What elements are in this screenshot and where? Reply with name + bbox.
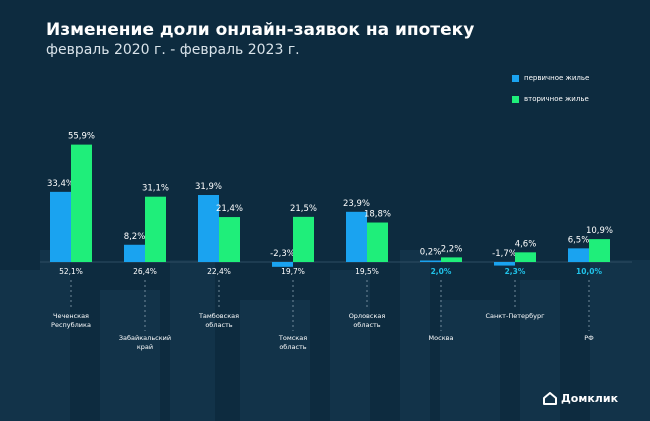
bar-secondary-0: [71, 144, 92, 262]
data-label-secondary-3: 21,5%: [290, 204, 317, 214]
data-label-primary-2: 31,9%: [195, 182, 222, 192]
legend-label-primary: первичное жилье: [524, 74, 590, 82]
legend-label-secondary: вторичное жилье: [524, 95, 589, 103]
category-label-2-1: область: [205, 321, 232, 329]
total-label-7: 10,0%: [576, 267, 603, 276]
data-label-primary-6: -1,7%: [492, 249, 517, 259]
bar-secondary-2: [219, 217, 240, 262]
bar-primary-5: [420, 260, 441, 262]
data-label-primary-3: -2,3%: [270, 249, 295, 259]
bar-primary-6: [494, 262, 515, 266]
total-label-5: 2,0%: [431, 267, 452, 276]
legend-item-primary: первичное жилье: [512, 72, 589, 84]
bar-secondary-3: [293, 216, 314, 262]
bar-primary-3: [272, 262, 293, 267]
bar-primary-4: [346, 211, 367, 262]
total-label-0: 52,1%: [59, 267, 83, 276]
category-label-5-0: Москва: [429, 334, 454, 342]
data-label-secondary-6: 4,6%: [515, 239, 537, 249]
category-label-3-1: область: [279, 343, 306, 351]
bar-secondary-4: [367, 222, 388, 262]
data-label-primary-4: 23,9%: [343, 199, 370, 209]
bar-primary-1: [124, 244, 145, 262]
data-label-secondary-1: 31,1%: [142, 184, 169, 194]
data-label-primary-7: 6,5%: [568, 235, 590, 245]
logo-text: Домклик: [561, 392, 619, 405]
data-label-secondary-5: 2,2%: [441, 244, 463, 254]
data-label-secondary-0: 55,9%: [68, 132, 95, 142]
data-label-primary-0: 33,4%: [47, 179, 74, 189]
data-label-secondary-7: 10,9%: [586, 226, 613, 236]
data-label-secondary-2: 21,4%: [216, 204, 243, 214]
chart-legend: первичное жилье вторичное жилье: [512, 72, 589, 114]
brand-logo: Домклик: [543, 392, 618, 405]
legend-swatch-secondary: [512, 95, 519, 103]
total-label-4: 19,5%: [355, 267, 379, 276]
category-label-3-0: Томская: [278, 334, 307, 342]
category-label-4-0: Орловская: [349, 312, 386, 320]
category-label-0-0: Чеченская: [53, 312, 89, 320]
house-icon: [543, 392, 557, 405]
chart-title: Изменение доли онлайн-заявок на ипотеку: [46, 20, 475, 40]
bar-primary-2: [198, 195, 219, 262]
category-label-7-0: РФ: [584, 334, 594, 342]
bar-primary-7: [568, 248, 589, 262]
legend-item-secondary: вторичное жилье: [512, 93, 589, 105]
data-label-primary-5: 0,2%: [420, 248, 442, 258]
total-label-2: 22,4%: [207, 267, 231, 276]
bar-primary-0: [50, 191, 71, 262]
data-label-secondary-4: 18,8%: [364, 210, 391, 220]
bar-secondary-6: [515, 252, 536, 262]
total-label-3: 19,7%: [281, 267, 305, 276]
category-label-1-0: Забайкальский: [119, 334, 171, 342]
category-label-4-1: область: [353, 321, 380, 329]
bar-secondary-1: [145, 196, 166, 262]
bar-secondary-7: [589, 239, 610, 262]
category-label-1-1: край: [137, 343, 153, 351]
total-label-6: 2,3%: [505, 267, 526, 276]
legend-swatch-primary: [512, 74, 519, 82]
bar-secondary-5: [441, 257, 462, 262]
data-label-primary-1: 8,2%: [124, 232, 146, 242]
chart-subtitle: февраль 2020 г. - февраль 2023 г.: [46, 42, 300, 58]
total-label-1: 26,4%: [133, 267, 157, 276]
category-label-0-1: Республика: [51, 321, 91, 329]
category-label-2-0: Тамбовская: [198, 312, 239, 320]
category-label-6-0: Санкт-Петербург: [485, 312, 545, 320]
